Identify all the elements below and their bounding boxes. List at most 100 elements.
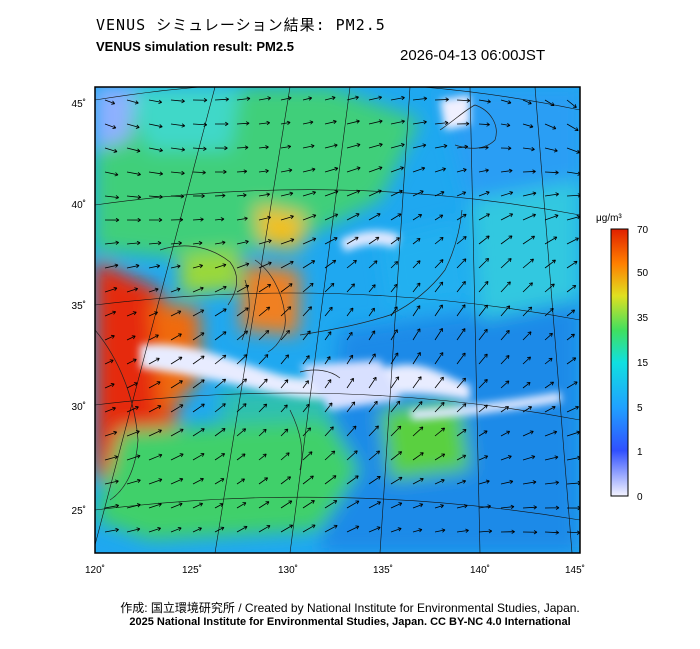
wind-arrow xyxy=(434,120,449,126)
wind-arrow xyxy=(368,142,383,149)
wind-arrow xyxy=(434,167,446,173)
wind-arrow xyxy=(566,505,580,511)
wind-arrow xyxy=(434,478,445,485)
wind-arrow xyxy=(236,169,248,174)
wind-arrow xyxy=(192,355,205,365)
wind-arrow xyxy=(368,330,376,341)
wind-arrow xyxy=(280,354,289,365)
wind-arrow xyxy=(280,452,290,461)
wind-arrow xyxy=(258,96,272,101)
wind-arrow xyxy=(434,236,444,245)
wind-arrow xyxy=(214,263,227,269)
wind-arrow xyxy=(280,214,294,221)
lon-tick-label: 145˚ xyxy=(565,564,585,576)
wind-arrow xyxy=(368,236,380,245)
wind-arrow xyxy=(324,306,333,317)
wind-arrow xyxy=(522,123,534,129)
wind-arrow xyxy=(192,477,204,485)
wind-arrow xyxy=(302,524,316,533)
wind-arrow xyxy=(192,264,204,269)
wind-arrow xyxy=(566,381,578,389)
wind-arrow xyxy=(390,329,398,341)
wind-arrow xyxy=(456,328,466,341)
coastlines xyxy=(95,104,497,501)
wind-arrow xyxy=(258,192,271,197)
wind-arrow xyxy=(544,192,560,197)
wind-arrow xyxy=(456,144,469,150)
wind-arrow xyxy=(236,378,247,389)
colorbar-label: 50 xyxy=(637,268,649,279)
wind-arrow xyxy=(258,354,269,365)
wind-arrow xyxy=(566,260,578,269)
title-english: VENUS simulation result: PM2.5 xyxy=(96,39,294,54)
wind-arrow xyxy=(522,191,537,197)
wind-arrow xyxy=(104,286,118,293)
wind-arrow xyxy=(214,526,225,533)
wind-arrow xyxy=(368,450,381,461)
wind-arrow xyxy=(214,169,227,175)
wind-arrow xyxy=(390,213,402,221)
wind-arrow xyxy=(258,403,268,413)
wind-arrow xyxy=(148,287,159,293)
lon-tick-label: 135˚ xyxy=(373,564,393,576)
wind-arrow xyxy=(390,189,403,197)
wind-arrow xyxy=(104,383,115,389)
longitude-axis: 120˚ 125˚ 130˚ 135˚ 140˚ 145˚ xyxy=(85,564,585,576)
wind-arrow xyxy=(280,428,289,437)
wind-arrow xyxy=(566,284,577,293)
wind-arrow xyxy=(390,502,403,509)
wind-arrow xyxy=(236,193,247,198)
wind-arrow xyxy=(500,504,515,510)
wind-arrow xyxy=(214,378,227,389)
wind-arrow xyxy=(236,330,249,341)
wind-arrow xyxy=(236,96,251,101)
wind-arrow xyxy=(214,453,226,461)
wind-arrow xyxy=(214,503,224,509)
colorbar-unit: μg/m³ xyxy=(596,213,622,224)
colorbar-label: 1 xyxy=(637,447,643,458)
wind-arrow xyxy=(346,166,361,173)
wind-arrow xyxy=(236,121,250,126)
lat-tick-label: 25˚ xyxy=(72,505,86,517)
wind-arrow xyxy=(522,356,531,365)
wind-arrow xyxy=(500,146,512,151)
map-figure: 120˚ 125˚ 130˚ 135˚ 140˚ 145˚ 45˚ 40˚ 35… xyxy=(72,86,649,576)
wind-arrow xyxy=(148,264,161,269)
wind-arrow xyxy=(104,479,119,485)
wind-arrow xyxy=(324,402,333,413)
wind-arrow xyxy=(368,260,378,269)
wind-arrow xyxy=(522,505,537,510)
wind-arrow xyxy=(544,455,559,461)
wind-arrow xyxy=(390,451,403,461)
wind-arrow xyxy=(412,143,427,149)
wind-arrow xyxy=(390,476,403,485)
wind-arrow xyxy=(148,147,163,153)
wind-arrow xyxy=(302,355,310,365)
wind-arrow xyxy=(324,500,338,509)
wind-arrow xyxy=(148,171,164,176)
lat-tick-label: 45˚ xyxy=(72,98,86,110)
wind-arrow xyxy=(544,430,558,437)
wind-arrow xyxy=(170,123,186,128)
wind-arrow xyxy=(566,357,577,365)
wind-arrow xyxy=(346,283,355,293)
wind-arrow xyxy=(126,240,141,246)
wind-arrow xyxy=(434,304,443,317)
wind-arrow xyxy=(346,213,360,221)
wind-arrow xyxy=(104,334,115,341)
wind-arrow xyxy=(192,217,204,222)
wind-arrow xyxy=(478,122,490,127)
wind-arrow xyxy=(434,327,443,341)
wind-arrow xyxy=(522,455,536,461)
wind-arrow xyxy=(500,99,512,105)
wind-arrow xyxy=(192,241,203,246)
wind-arrow xyxy=(522,282,533,293)
wind-arrow xyxy=(104,171,119,177)
wind-arrow xyxy=(566,123,579,132)
wind-arrow xyxy=(390,95,405,101)
wind-arrow xyxy=(302,330,311,341)
wind-arrow xyxy=(302,451,313,461)
wind-arrow xyxy=(368,376,377,389)
wind-arrow xyxy=(412,503,424,509)
wind-arrow xyxy=(346,331,353,341)
